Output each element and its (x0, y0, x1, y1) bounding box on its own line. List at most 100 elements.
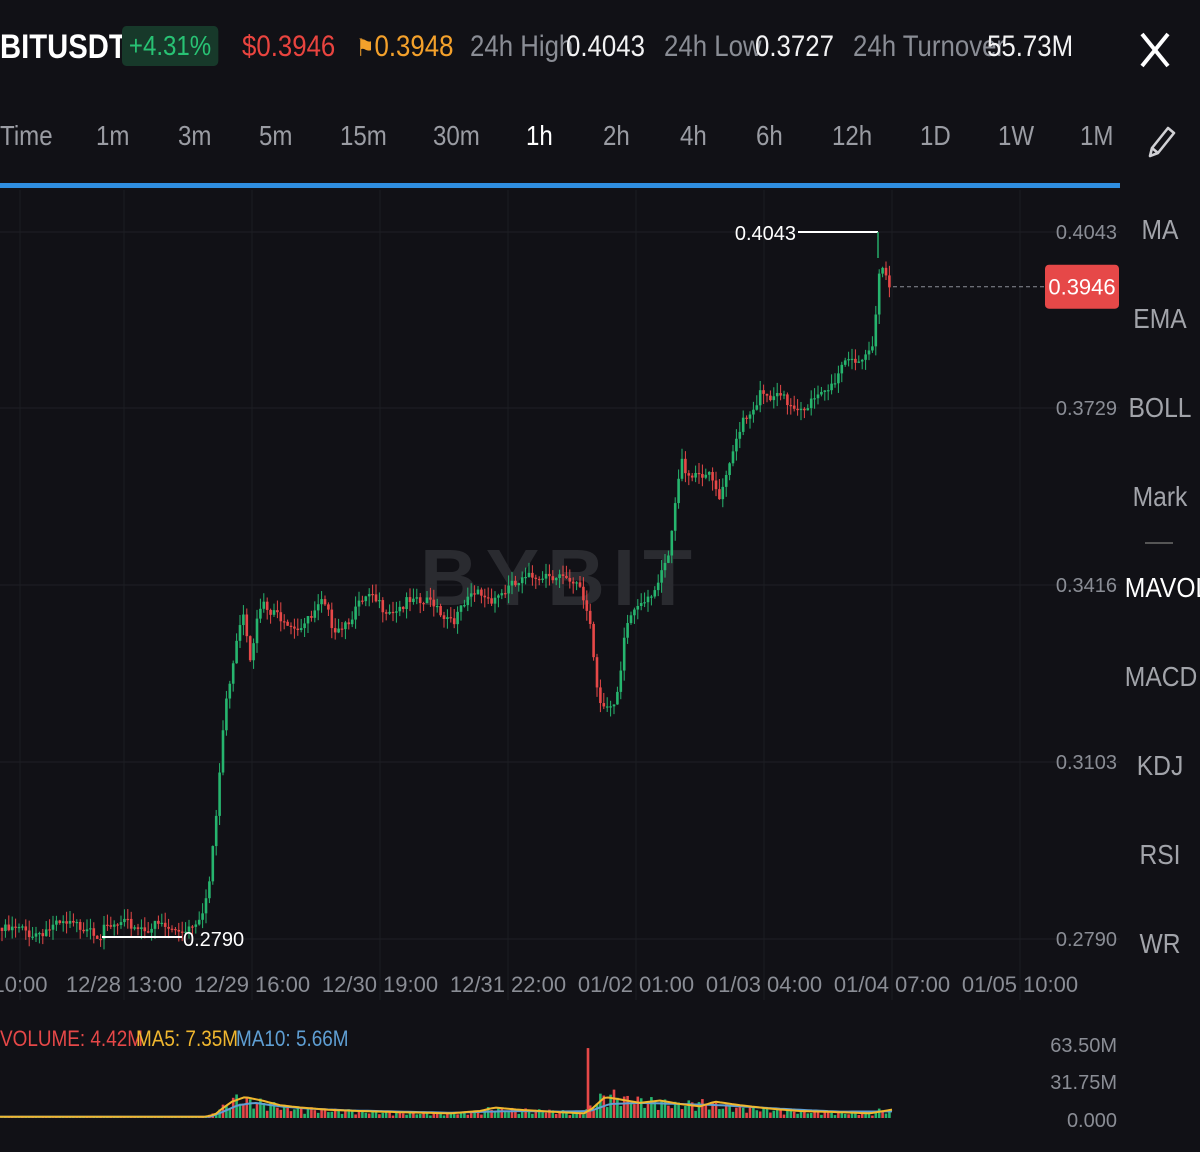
volume-bar (354, 1114, 357, 1118)
high-marker-label: 0.4043 (735, 223, 796, 245)
volume-bar (480, 1114, 483, 1118)
candle-body (711, 471, 714, 481)
candle-body (303, 623, 306, 629)
tab-1w[interactable]: 1W (998, 120, 1035, 151)
candle-body (442, 615, 446, 619)
tab-time[interactable]: Time (0, 120, 53, 151)
tab-1h[interactable]: 1h (526, 120, 553, 151)
volume-bar (724, 1104, 728, 1118)
volume-bar (452, 1114, 456, 1118)
candle-body (775, 393, 779, 397)
candle-body (371, 594, 374, 596)
candle-body (123, 918, 126, 923)
volume-bar (673, 1101, 677, 1118)
tab-6h[interactable]: 6h (756, 120, 783, 151)
draw-button[interactable] (1142, 122, 1176, 162)
candle-body (772, 396, 776, 401)
indicator-wr[interactable]: WR (1139, 928, 1181, 959)
tab-1mo[interactable]: 1M (1080, 120, 1114, 151)
candle-body (537, 578, 541, 581)
indicator-macd[interactable]: MACD (1124, 661, 1198, 692)
candle-body (568, 577, 572, 582)
candle-body (524, 576, 527, 579)
candle-body (92, 928, 96, 936)
tab-2h[interactable]: 2h (603, 120, 630, 151)
tab-5m[interactable]: 5m (259, 120, 293, 151)
tab-1m[interactable]: 1m (96, 120, 130, 151)
candle-body (384, 612, 388, 614)
candle-body (605, 706, 609, 708)
candle-body (21, 926, 24, 928)
candle-body (626, 623, 629, 638)
volume-bar (310, 1107, 313, 1118)
candle-body (150, 928, 153, 933)
volume-bar (524, 1108, 527, 1118)
candle-body (449, 617, 453, 619)
candle-body (782, 394, 786, 396)
volume-bar (320, 1108, 323, 1118)
volume-bar (439, 1113, 442, 1118)
tab-3m[interactable]: 3m (178, 120, 212, 151)
y-tick-label: 0.3103 (1056, 752, 1117, 774)
tab-12h[interactable]: 12h (832, 120, 873, 151)
candle-body (10, 926, 14, 931)
candle-body (473, 593, 476, 595)
flag-icon: ⚑ (356, 35, 375, 62)
close-button[interactable] (1132, 22, 1182, 76)
volume-bar (755, 1110, 759, 1118)
tab-1d[interactable]: 1D (920, 120, 951, 151)
tab-4h[interactable]: 4h (680, 120, 707, 151)
volume-bar (728, 1105, 731, 1118)
candle-body (680, 458, 684, 479)
candle-body (585, 600, 589, 611)
volume-bar (214, 1114, 218, 1118)
tab-30m[interactable]: 30m (433, 120, 480, 151)
candle-body (639, 603, 643, 607)
volume-bar (476, 1110, 480, 1118)
tab-15m[interactable]: 15m (340, 120, 387, 151)
candle-body (806, 408, 810, 411)
candle-body (163, 922, 167, 927)
indicator-kdj[interactable]: KDJ (1136, 750, 1184, 781)
last-price: $0.3946 (242, 30, 336, 63)
candle-body (429, 597, 432, 600)
volume-bar (289, 1111, 293, 1118)
candle-body (398, 606, 402, 612)
indicator-mavol[interactable]: MAVOL (1124, 572, 1200, 603)
candle-body (541, 578, 544, 580)
candle-body (65, 921, 68, 924)
candle-body (357, 600, 361, 607)
candle-body (602, 703, 606, 707)
candle-body (405, 597, 408, 610)
volume-bar (561, 1110, 565, 1118)
indicator-boll[interactable]: BOLL (1128, 392, 1192, 423)
volume-bar (575, 1111, 578, 1118)
candle-body (466, 596, 470, 606)
candle-body (228, 683, 232, 699)
indicator-mark[interactable]: Mark (1132, 481, 1188, 512)
candle-body (320, 599, 323, 605)
volume-tick-label: 31.75M (1050, 1072, 1117, 1094)
volume-tick-label: 0.000 (1067, 1110, 1117, 1132)
candle-body (296, 628, 300, 631)
candle-body (616, 691, 619, 705)
indicator-rsi[interactable]: RSI (1139, 839, 1181, 870)
candle-body (850, 358, 854, 361)
candle-body (452, 618, 456, 625)
candle-body (82, 929, 85, 932)
volume-bar (888, 1110, 891, 1118)
volume-bar (425, 1112, 429, 1118)
ma10-line (0, 1101, 892, 1118)
indicator-ema[interactable]: EMA (1133, 303, 1187, 334)
volume-bar (296, 1106, 300, 1118)
candle-body (520, 577, 524, 584)
candle-body (690, 475, 694, 478)
volume-bar (415, 1114, 419, 1118)
volume-bar (782, 1114, 786, 1118)
volume-bar (629, 1104, 633, 1118)
indicator-ma[interactable]: MA (1141, 214, 1179, 245)
volume-bar (684, 1105, 687, 1118)
candle-body (527, 572, 531, 577)
volume-bar (850, 1112, 854, 1118)
